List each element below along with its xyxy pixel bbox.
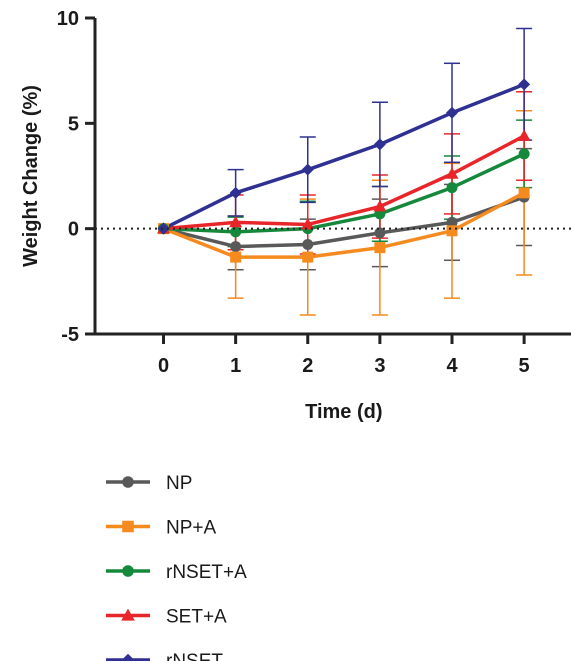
legend-item-set-a: SET+A — [106, 607, 227, 628]
legend-marker — [121, 608, 135, 621]
point-rnset — [518, 78, 531, 91]
point-rnset — [301, 163, 314, 176]
series-line-np — [163, 195, 525, 249]
legend-label: rNSET+A — [166, 562, 247, 583]
legend-item-np: NP — [106, 473, 192, 494]
legend-item-rnset: rNSET — [106, 651, 223, 661]
y-tick-label: 10 — [57, 8, 79, 30]
legend-label: NP+A — [166, 518, 216, 539]
point-np-a — [302, 251, 314, 263]
point-np-a — [518, 187, 530, 199]
y-tick-label: 0 — [68, 219, 79, 241]
point-set-a — [373, 200, 387, 212]
point-rnset-a — [446, 182, 458, 194]
legend: NP NP+A rNSET+A SET+A rNSET — [106, 473, 247, 661]
point-np — [374, 227, 386, 239]
x-tick-label: 3 — [374, 355, 385, 377]
x-tick-label: 4 — [446, 355, 458, 377]
legend-marker — [121, 653, 135, 661]
point-np-a — [230, 251, 242, 263]
legend-item-np-a: NP+A — [106, 518, 216, 539]
series-line-rnset-a — [163, 152, 525, 234]
legend-marker — [122, 565, 134, 577]
point-rnset-a — [230, 226, 242, 238]
point-set-a — [301, 217, 315, 230]
series-line-set-a — [163, 134, 525, 231]
y-tick-label: 5 — [68, 113, 79, 135]
point-rnset — [446, 106, 458, 119]
point-set-a — [229, 215, 243, 228]
legend-marker — [122, 476, 134, 488]
y-axis-title: Weight Change (%) — [20, 85, 42, 267]
x-tick-label: 2 — [302, 355, 313, 377]
x-tick-label: 5 — [519, 355, 530, 377]
point-np — [230, 241, 242, 253]
point-set-a — [445, 167, 459, 179]
x-axis-title: Time (d) — [305, 401, 382, 423]
point-np-a — [446, 225, 458, 237]
point-set-a — [517, 129, 531, 141]
x-tick-label: 0 — [158, 355, 169, 377]
point-np — [302, 238, 314, 250]
y-tick-label: -5 — [61, 324, 79, 346]
legend-label: SET+A — [166, 607, 227, 628]
x-axis-ticks: 0 1 2 3 4 5 — [158, 334, 530, 377]
series-line-np-a — [162, 191, 525, 259]
legend-marker — [122, 520, 134, 533]
point-rnset-a — [518, 148, 530, 160]
x-tick-label: 1 — [230, 355, 241, 377]
legend-label: rNSET — [166, 651, 223, 661]
legend-item-rnset-a: rNSET+A — [106, 562, 247, 583]
point-rnset — [157, 222, 170, 235]
point-rnset — [373, 138, 386, 151]
series-markers — [157, 78, 531, 263]
point-rnset — [229, 186, 242, 199]
series-line-rnset — [162, 82, 525, 231]
y-axis-ticks: 10 5 0 -5 — [57, 8, 95, 346]
point-np — [446, 216, 458, 228]
legend-label: NP — [166, 473, 192, 494]
point-np-a — [374, 242, 386, 254]
series-lines — [162, 82, 525, 259]
